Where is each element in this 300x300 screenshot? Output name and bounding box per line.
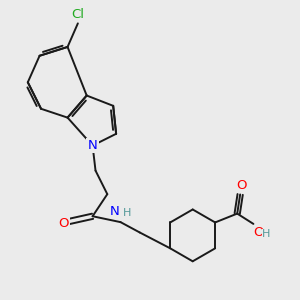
- Text: N: N: [88, 139, 98, 152]
- Text: O: O: [254, 226, 264, 239]
- Text: N: N: [109, 205, 119, 218]
- Text: O: O: [58, 217, 68, 230]
- Text: H: H: [123, 208, 131, 218]
- Text: O: O: [236, 179, 247, 192]
- Text: H: H: [262, 229, 271, 239]
- Text: Cl: Cl: [71, 8, 84, 21]
